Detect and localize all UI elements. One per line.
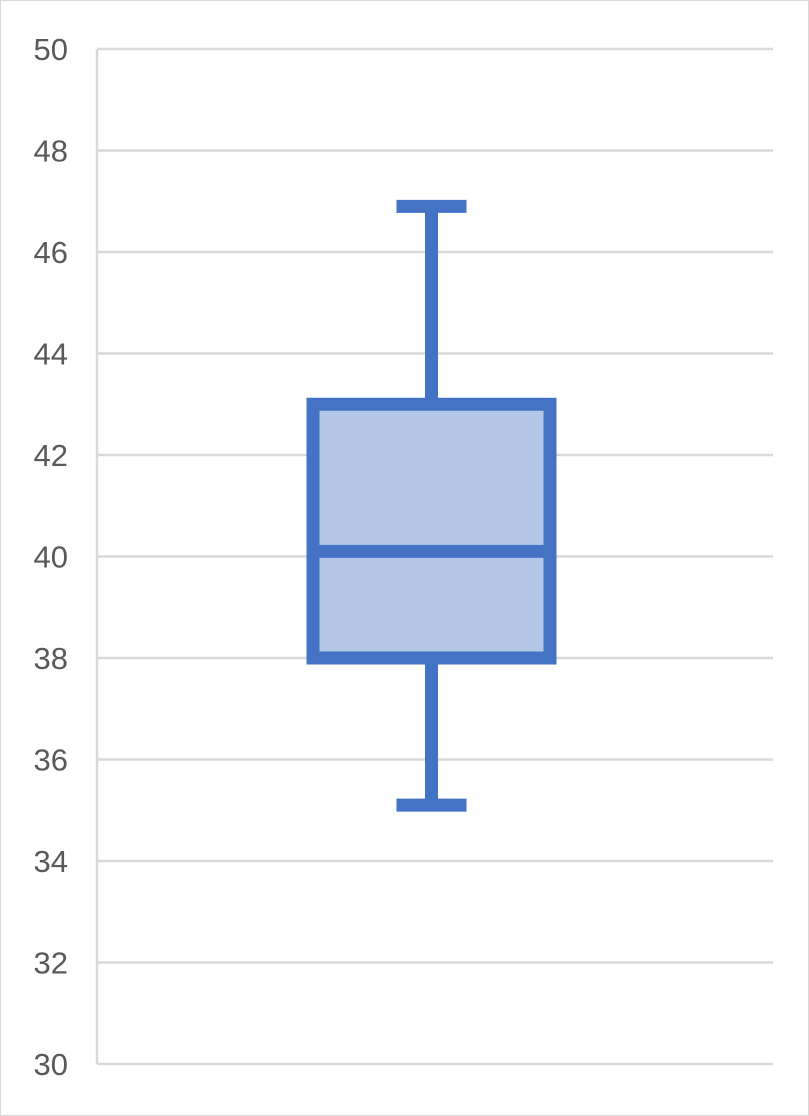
y-tick-labels: 50 48 46 44 42 40 38 36 34 32 30: [34, 32, 68, 1082]
y-tick-label-48: 48: [34, 134, 68, 169]
y-tick-label-32: 32: [34, 946, 68, 981]
y-tick-label-44: 44: [34, 337, 68, 372]
y-tick-label-38: 38: [34, 641, 68, 676]
y-tick-label-40: 40: [34, 540, 68, 575]
y-tick-label-50: 50: [34, 32, 68, 67]
y-tick-label-34: 34: [34, 844, 68, 879]
y-tick-label-36: 36: [34, 743, 68, 778]
gridlines: [97, 47, 773, 1066]
box-plot: [306, 199, 557, 812]
interquartile-box: [306, 397, 557, 665]
y-tick-label-46: 46: [34, 235, 68, 270]
y-tick-label-30: 30: [34, 1047, 68, 1082]
y-tick-label-42: 42: [34, 438, 68, 473]
